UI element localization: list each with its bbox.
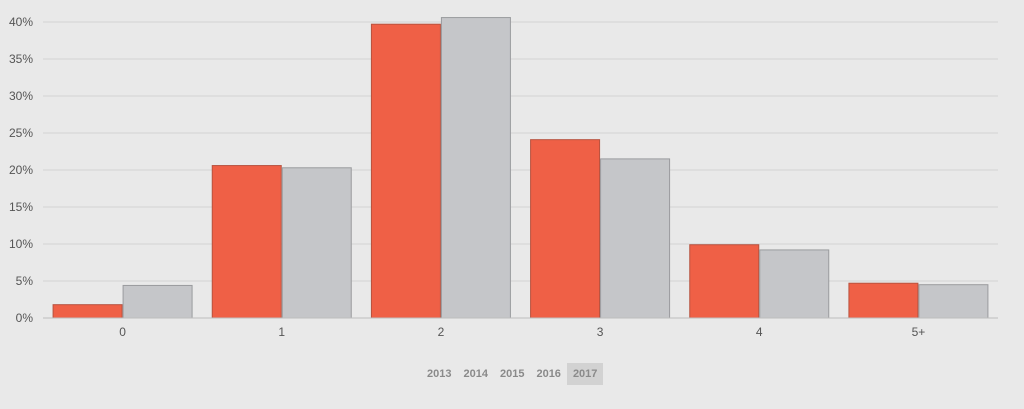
- bar-5+-series-2[interactable]: [918, 284, 989, 319]
- year-button-2016[interactable]: 2016: [530, 363, 566, 385]
- year-button-2013[interactable]: 2013: [421, 363, 457, 385]
- y-tick-label: 15%: [9, 200, 33, 214]
- bar-3-series-1[interactable]: [530, 139, 601, 319]
- year-button-2015[interactable]: 2015: [494, 363, 530, 385]
- bar-4-series-1[interactable]: [689, 244, 760, 319]
- x-tick-label: 3: [597, 325, 604, 339]
- bar-chart: 0% 5% 10% 15% 20% 25% 30% 35% 40% 0 1 2 3 4 5+: [9, 15, 998, 339]
- y-tick-label: 30%: [9, 89, 33, 103]
- x-tick-label: 1: [278, 325, 285, 339]
- bar-1-series-2[interactable]: [281, 167, 352, 319]
- bar-2-series-2[interactable]: [440, 17, 511, 319]
- y-tick-label: 0%: [16, 311, 34, 325]
- x-axis: 0 1 2 3 4 5+: [43, 317, 998, 339]
- year-selector: 2013 2014 2015 2016 2017: [421, 363, 604, 385]
- y-axis: 0% 5% 10% 15% 20% 25% 30% 35% 40%: [9, 15, 33, 325]
- year-button-2014[interactable]: 2014: [457, 363, 493, 385]
- y-tick-label: 5%: [16, 274, 34, 288]
- y-tick-label: 35%: [9, 52, 33, 66]
- x-tick-label: 0: [119, 325, 126, 339]
- x-tick-label: 2: [438, 325, 445, 339]
- grid-lines: [43, 21, 998, 282]
- bar-2-series-1[interactable]: [370, 23, 441, 319]
- bar-0-series-2[interactable]: [122, 284, 193, 319]
- bar-5+-series-1[interactable]: [848, 282, 919, 319]
- x-tick-label: 4: [756, 325, 763, 339]
- bar-4-series-2[interactable]: [759, 249, 830, 319]
- year-button-2017[interactable]: 2017: [566, 363, 604, 385]
- y-tick-label: 25%: [9, 126, 33, 140]
- y-tick-label: 40%: [9, 15, 33, 29]
- bar-0-series-1[interactable]: [52, 304, 123, 319]
- x-tick-label: 5+: [912, 325, 926, 339]
- bar-3-series-2[interactable]: [600, 158, 671, 319]
- y-tick-label: 10%: [9, 237, 33, 251]
- y-tick-label: 20%: [9, 163, 33, 177]
- bar-1-series-1[interactable]: [211, 165, 282, 319]
- bars: [52, 17, 989, 319]
